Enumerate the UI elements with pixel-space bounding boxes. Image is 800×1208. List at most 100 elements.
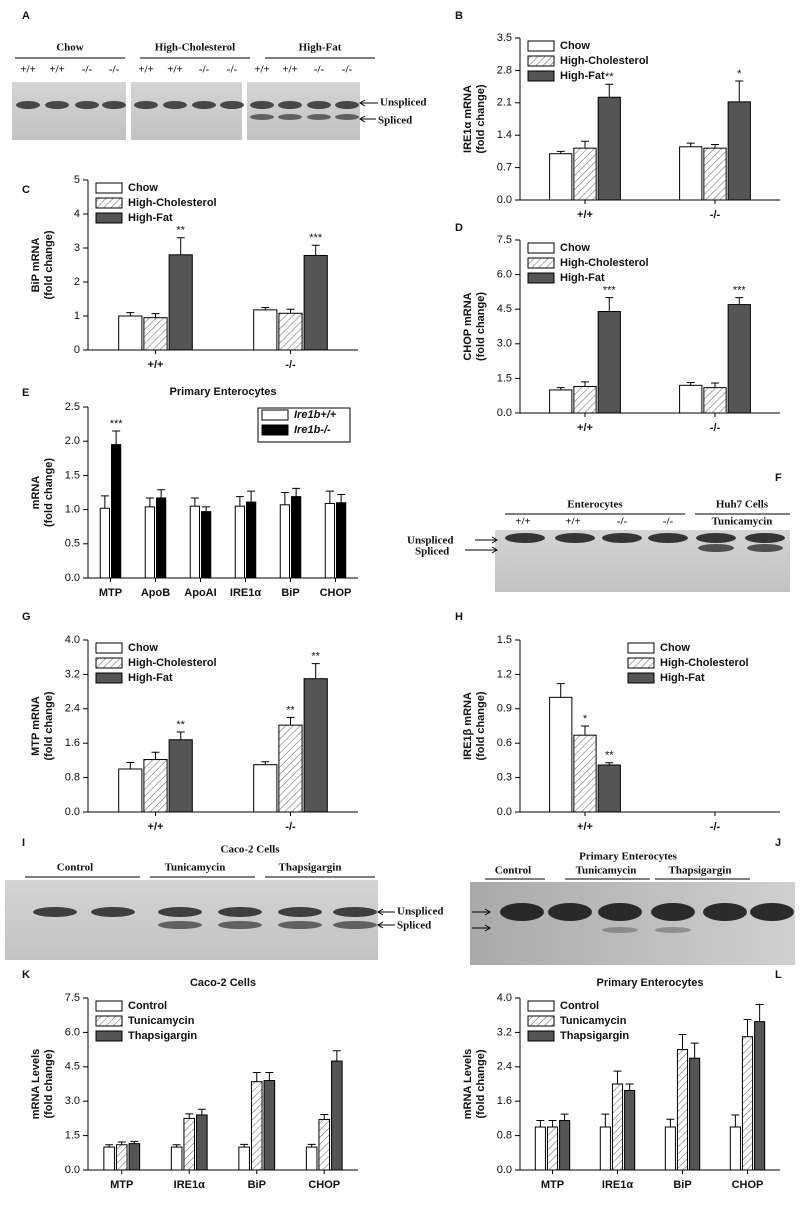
error-bar [292,487,301,497]
bar [234,505,245,579]
y-tick-label: 2.4 [497,1061,512,1073]
gel [5,880,378,960]
gel-band [278,921,322,929]
bar [324,502,335,579]
lane-label: -/- [342,64,353,76]
legend-label: High-Cholesterol [128,197,217,209]
error-bar [112,430,121,445]
y-tick-label: 0.7 [497,162,512,174]
error-bar [261,761,270,765]
bar [573,734,597,813]
gel-band [307,114,331,120]
panel-letter: A [22,10,30,22]
arrow [472,924,491,932]
bar [754,1021,766,1171]
y-tick-label: 0.6 [497,737,512,749]
y-tick-label: 0.0 [65,1164,80,1176]
significance: ** [286,704,295,716]
bar [189,505,200,579]
error-bar [185,1113,194,1119]
gel-group-label: Control [57,862,93,874]
lane-label: +/+ [138,64,154,76]
error-bar [176,731,185,740]
lane-label: -/- [314,64,325,76]
error-bar [743,1019,752,1037]
bar [246,501,257,579]
y-tick-label: 0.8 [65,772,80,784]
significance: ** [605,750,614,762]
bar [676,1049,689,1171]
bar [727,304,751,414]
bar [599,1126,611,1171]
y-tick-label: 3.5 [497,32,512,44]
error-bar [311,244,320,256]
gel-band [335,114,359,120]
bar [143,759,168,813]
legend-swatch [527,1015,555,1027]
y-tick-label: 0.0 [65,572,80,584]
x-tick-label: -/- [710,821,721,833]
error-bar [252,1072,261,1082]
y-tick-label: 0.0 [497,806,512,818]
gel-band [655,927,691,933]
y-axis-label: mRNA Levels [462,1049,474,1120]
panel-letter: B [455,10,463,22]
bar [573,385,597,414]
legend-label: Tunicamycin [560,1015,627,1027]
error-bar [548,1120,557,1127]
legend-label: Control [560,1000,599,1012]
bar [549,696,573,813]
gel-title: Primary Enterocytes [579,851,678,863]
x-tick-label: MTP [110,1179,133,1191]
y-axis-label: (fold change) [475,292,487,361]
y-tick-label: 1.5 [497,372,512,384]
significance: ** [605,71,614,83]
legend-swatch [527,242,555,254]
y-axis-label: (fold change) [43,458,55,527]
lane-label: +/+ [20,64,36,76]
x-tick-label: IRE1α [602,1179,633,1191]
gel-band [648,533,688,543]
error-bar [581,725,589,736]
bar [703,387,727,414]
bar [156,497,167,579]
gel-group-label: Tunicamycin [165,862,226,874]
bar [689,1057,701,1171]
y-tick-label: 2.8 [497,64,512,76]
x-tick-label: +/+ [577,209,593,221]
error-bar [605,297,614,312]
gel-band [548,903,592,921]
gel [131,82,242,140]
gel [12,82,126,140]
gel-group-label: Tunicamycin [576,865,637,877]
error-bar [581,381,589,387]
error-bar [151,313,160,318]
y-tick-label: 2.4 [65,703,80,715]
panel-letter: H [455,611,463,623]
y-tick-label: 4.5 [497,303,512,315]
error-bar [286,716,295,726]
lane-label: -/- [109,64,120,76]
y-axis-label: MTP mRNA [30,696,42,756]
error-bar [690,1042,699,1059]
y-tick-label: 3.0 [65,1095,80,1107]
legend-label: High-Fat [560,272,605,284]
gel-band [192,101,216,109]
bar [278,312,303,351]
bar [168,254,193,351]
y-axis-label: (fold change) [43,230,55,299]
error-bar [686,142,695,147]
bar [253,764,278,813]
gel-band [307,101,331,109]
error-bar [666,1118,675,1127]
legend-label: Chow [128,642,158,654]
legend-label: High-Fat [128,672,173,684]
x-tick-label: +/+ [148,359,164,371]
significance: *** [603,285,617,297]
gel-band [505,533,545,543]
x-tick-label: CHOP [320,587,352,599]
x-tick-label: -/- [710,209,721,221]
bar [99,507,110,579]
x-tick-label: BiP [248,1179,266,1191]
bar [573,147,597,201]
